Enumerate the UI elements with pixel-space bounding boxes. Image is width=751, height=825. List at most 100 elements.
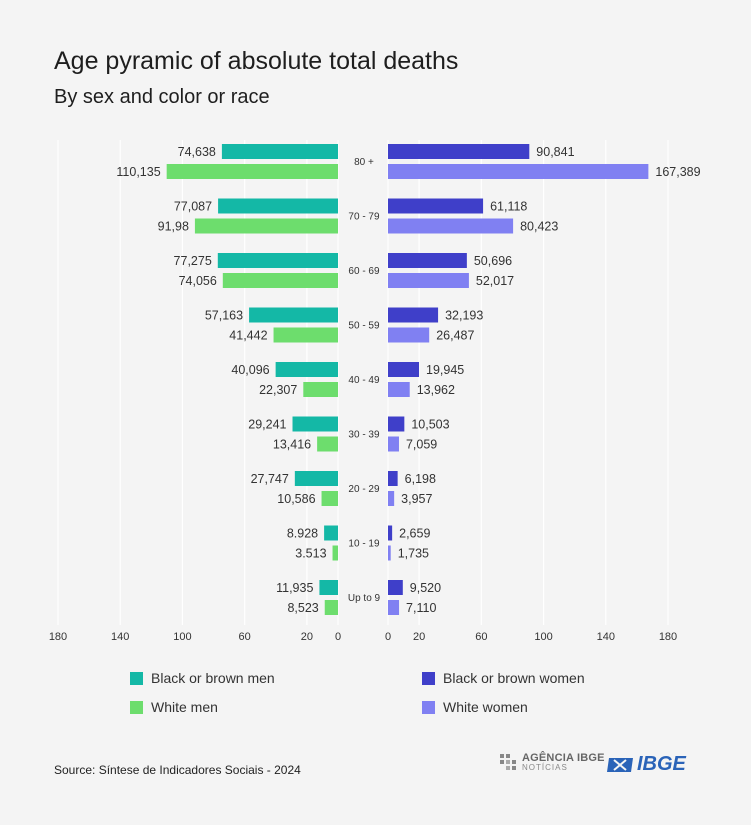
ibge-logo-text: IBGE bbox=[637, 753, 686, 775]
bar-white-women bbox=[388, 545, 391, 561]
x-tick-label: 20 bbox=[301, 631, 313, 643]
data-label: 110,135 bbox=[116, 165, 160, 179]
bar-white-women bbox=[388, 600, 400, 615]
data-label: 1,735 bbox=[398, 546, 429, 560]
agencia-logo-icon bbox=[500, 754, 516, 770]
data-label: 8,523 bbox=[287, 601, 318, 615]
legend-label: White women bbox=[443, 699, 528, 715]
age-group-label: 40 - 49 bbox=[348, 375, 380, 386]
data-label: 2,659 bbox=[399, 526, 430, 540]
x-tick-label: 180 bbox=[49, 631, 67, 643]
bar-white-women bbox=[388, 491, 395, 506]
data-label: 10,503 bbox=[411, 417, 449, 431]
data-label: 7,059 bbox=[406, 437, 437, 451]
bar-white-women bbox=[388, 164, 649, 179]
bar-black-brown-women bbox=[388, 198, 484, 214]
agencia-logo-line1: AGÊNCIA IBGE bbox=[522, 752, 605, 764]
x-tick-label: 60 bbox=[475, 631, 487, 643]
age-group-label: 50 - 59 bbox=[348, 321, 380, 332]
x-tick-label: 0 bbox=[385, 631, 391, 643]
data-label: 3,957 bbox=[401, 492, 432, 506]
bar-white-men bbox=[332, 545, 338, 561]
data-label: 22,307 bbox=[259, 383, 297, 397]
data-label: 6,198 bbox=[405, 472, 436, 486]
bar-black-brown-women bbox=[388, 144, 530, 159]
bar-white-women bbox=[388, 218, 514, 234]
agencia-logo-line2: NOTÍCIAS bbox=[522, 763, 568, 772]
bar-black-brown-women bbox=[388, 307, 439, 323]
bar-white-men bbox=[194, 218, 338, 234]
data-label: 61,118 bbox=[490, 199, 527, 213]
bar-white-men bbox=[273, 327, 338, 343]
bar-black-brown-women bbox=[388, 471, 398, 486]
data-label: 26,487 bbox=[436, 328, 474, 342]
bar-black-brown-men bbox=[294, 471, 338, 486]
bar-white-women bbox=[388, 436, 399, 452]
data-label: 27,747 bbox=[251, 472, 289, 486]
data-label: 57,163 bbox=[205, 308, 243, 322]
legend-swatch-white-men bbox=[130, 700, 143, 714]
bar-black-brown-men bbox=[319, 580, 338, 595]
ibge-logo-icon bbox=[607, 757, 633, 772]
x-tick-label: 140 bbox=[111, 631, 129, 643]
age-group-label: 70 - 79 bbox=[348, 212, 380, 223]
legend-swatch-white-women bbox=[422, 700, 435, 714]
bar-black-brown-women bbox=[388, 362, 420, 377]
data-label: 19,945 bbox=[426, 363, 464, 377]
data-label: 77,275 bbox=[174, 254, 212, 268]
data-label: 90,841 bbox=[536, 145, 574, 159]
x-tick-label: 180 bbox=[659, 631, 677, 643]
data-label: 8.928 bbox=[287, 526, 318, 540]
bar-white-women bbox=[388, 327, 430, 343]
age-group-label: 20 - 29 bbox=[348, 484, 380, 495]
data-label: 11,935 bbox=[276, 581, 313, 595]
bar-black-brown-women bbox=[388, 580, 403, 595]
bar-black-brown-women bbox=[388, 253, 467, 268]
x-tick-label: 0 bbox=[335, 631, 341, 643]
data-label: 74,056 bbox=[179, 274, 217, 288]
legend-item-black-brown-women: Black or brown women bbox=[422, 670, 585, 686]
data-label: 74,638 bbox=[178, 145, 216, 159]
legend-label: White men bbox=[151, 699, 218, 715]
bar-white-women bbox=[388, 273, 469, 288]
bar-black-brown-men bbox=[275, 362, 338, 377]
ibge-logo: IBGE bbox=[605, 753, 686, 776]
legend-item-black-brown-men: Black or brown men bbox=[130, 670, 275, 686]
bar-black-brown-men bbox=[249, 307, 338, 323]
data-label: 52,017 bbox=[476, 274, 514, 288]
data-label: 3.513 bbox=[295, 546, 326, 560]
data-label: 29,241 bbox=[248, 417, 286, 431]
data-label: 13,416 bbox=[273, 437, 311, 451]
bar-black-brown-men bbox=[218, 198, 338, 214]
chart-title: Age pyramic of absolute total deaths bbox=[54, 47, 459, 75]
legend-label: Black or brown women bbox=[443, 670, 585, 686]
x-tick-label: 140 bbox=[597, 631, 615, 643]
data-label: 32,193 bbox=[445, 308, 483, 322]
data-label: 50,696 bbox=[474, 254, 512, 268]
bar-white-men bbox=[324, 600, 338, 615]
age-group-label: 80 + bbox=[354, 157, 374, 168]
legend-swatch-black-brown-women bbox=[422, 671, 435, 685]
legend-swatch-black-brown-men bbox=[130, 671, 143, 685]
data-label: 91,98 bbox=[158, 219, 189, 233]
data-label: 80,423 bbox=[520, 219, 558, 233]
bar-white-men bbox=[166, 164, 338, 179]
legend-item-white-men: White men bbox=[130, 699, 218, 715]
bar-white-women bbox=[388, 382, 410, 397]
bar-white-men bbox=[303, 382, 338, 397]
data-label: 7,110 bbox=[406, 601, 436, 615]
bar-black-brown-men bbox=[292, 416, 338, 432]
x-tick-label: 100 bbox=[173, 631, 191, 643]
bar-black-brown-women bbox=[388, 525, 393, 541]
agencia-ibge-logo: AGÊNCIA IBGE NOTÍCIAS bbox=[498, 752, 605, 774]
bar-black-brown-women bbox=[388, 416, 405, 432]
bar-black-brown-men bbox=[324, 525, 338, 541]
legend-label: Black or brown men bbox=[151, 670, 275, 686]
data-label: 10,586 bbox=[277, 492, 315, 506]
bar-black-brown-men bbox=[221, 144, 338, 159]
age-group-label: 30 - 39 bbox=[348, 430, 380, 441]
legend-item-white-women: White women bbox=[422, 699, 528, 715]
age-group-label: 10 - 19 bbox=[348, 539, 380, 550]
bar-white-men bbox=[222, 273, 338, 288]
x-tick-label: 20 bbox=[413, 631, 425, 643]
